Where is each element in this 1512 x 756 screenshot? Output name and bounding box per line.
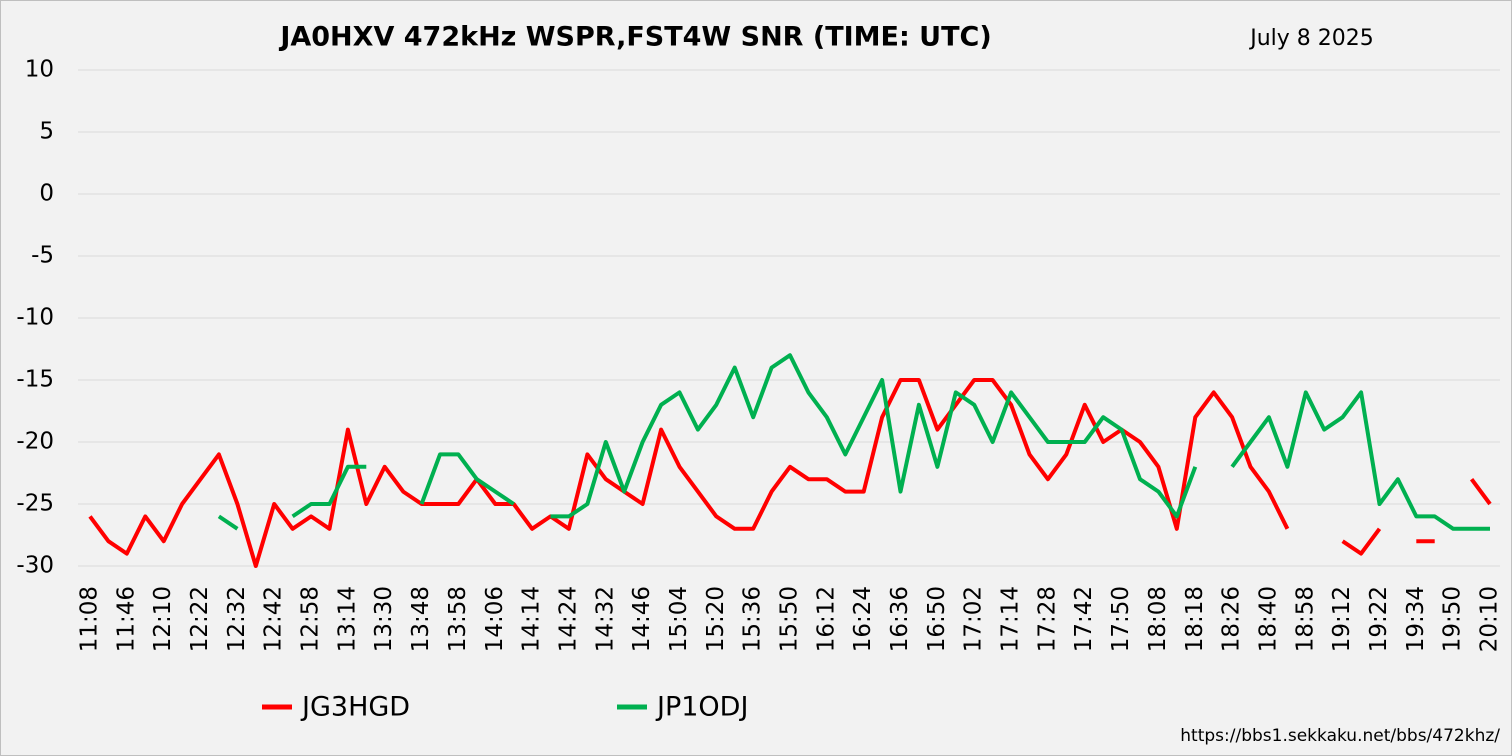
- x-tick-label: 13:30: [371, 586, 397, 652]
- x-tick-label: 13:58: [445, 586, 471, 652]
- x-tick-label: 19:34: [1403, 586, 1429, 652]
- x-tick-label: 12:22: [187, 586, 213, 652]
- y-tick-label: 5: [39, 119, 54, 145]
- x-tick-label: 12:58: [298, 586, 324, 652]
- x-tick-label: 16:50: [924, 586, 950, 652]
- x-tick-label: 14:24: [555, 586, 581, 652]
- x-tick-label: 15:50: [777, 586, 803, 652]
- x-tick-label: 14:14: [519, 586, 545, 652]
- chart-title: JA0HXV 472kHz WSPR,FST4W SNR (TIME: UTC): [278, 22, 991, 53]
- x-tick-label: 16:24: [850, 586, 876, 652]
- x-tick-label: 15:36: [740, 586, 766, 652]
- x-tick-label: 18:58: [1292, 586, 1318, 652]
- y-tick-label: -30: [16, 553, 54, 579]
- x-tick-label: 14:32: [592, 586, 618, 652]
- legend-label: JP1ODJ: [655, 692, 748, 723]
- x-tick-label: 18:08: [1145, 586, 1171, 652]
- x-tick-label: 17:42: [1071, 586, 1097, 652]
- x-tick-label: 15:04: [666, 586, 692, 652]
- x-tick-label: 11:08: [77, 586, 103, 652]
- x-tick-label: 12:32: [224, 586, 250, 652]
- y-tick-label: 10: [25, 57, 54, 83]
- series-line: [217, 353, 1490, 531]
- x-tick-label: 14:46: [629, 586, 655, 652]
- y-tick-label: 0: [39, 181, 54, 207]
- x-tick-label: 16:12: [813, 586, 839, 652]
- y-tick-label: -5: [31, 243, 54, 269]
- x-tick-label: 17:28: [1034, 586, 1060, 652]
- x-tick-label: 17:02: [961, 586, 987, 652]
- x-tick-label: 12:42: [261, 586, 287, 652]
- x-tick-label: 20:10: [1477, 586, 1503, 652]
- y-tick-label: -25: [16, 491, 54, 517]
- y-tick-label: -15: [16, 367, 54, 393]
- x-tick-label: 19:22: [1366, 586, 1392, 652]
- x-tick-label: 17:14: [998, 586, 1024, 652]
- x-tick-label: 11:46: [113, 586, 139, 652]
- x-tick-label: 19:50: [1440, 586, 1466, 652]
- y-tick-label: -10: [16, 305, 54, 331]
- x-tick-label: 19:12: [1329, 586, 1355, 652]
- x-tick-label: 13:48: [408, 586, 434, 652]
- y-tick-label: -20: [16, 429, 54, 455]
- x-tick-label: 18:18: [1182, 586, 1208, 652]
- x-tick-label: 14:06: [482, 586, 508, 652]
- date-label: July 8 2025: [1248, 26, 1374, 51]
- x-tick-label: 12:10: [150, 586, 176, 652]
- source-url: https://bbs1.sekkaku.net/bbs/472khz/: [1180, 726, 1500, 746]
- x-tick-label: 17:50: [1108, 586, 1134, 652]
- legend-label: JG3HGD: [300, 692, 410, 723]
- x-tick-label: 13:14: [334, 586, 360, 652]
- x-tick-label: 18:26: [1219, 586, 1245, 652]
- x-tick-label: 15:20: [703, 586, 729, 652]
- x-tick-label: 18:40: [1255, 586, 1281, 652]
- series-line: [88, 378, 1492, 568]
- x-tick-label: 16:36: [887, 586, 913, 652]
